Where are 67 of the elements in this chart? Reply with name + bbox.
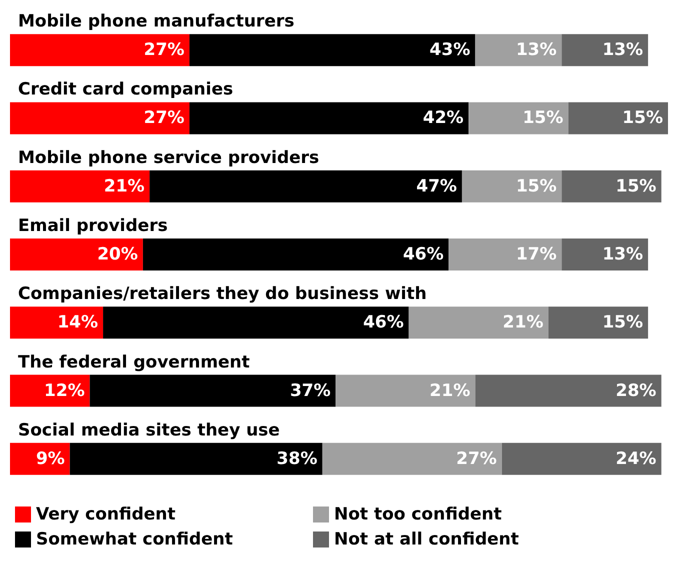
data-label: 15% (522, 108, 564, 128)
data-label: 43% (430, 40, 470, 60)
y-tick-label: Mobile phone service providers (18, 148, 320, 168)
bar (562, 170, 662, 202)
y-tick-label: Mobile phone manufacturers (18, 12, 294, 32)
y-tick-label: Social media sites they use (18, 420, 280, 440)
legend-label: Very confident (36, 504, 176, 524)
data-label: 21% (430, 380, 470, 401)
bar (468, 102, 568, 134)
bar (462, 170, 562, 202)
data-label: 14% (57, 312, 98, 333)
bar (10, 170, 150, 202)
bar (150, 170, 462, 202)
bar (10, 102, 190, 134)
bar (142, 238, 449, 270)
y-tick-label: The federal government (18, 352, 250, 372)
data-label: 28% (616, 380, 656, 401)
bar (103, 306, 409, 339)
data-label: 15% (602, 312, 644, 333)
data-label: 37% (290, 380, 331, 401)
bar (475, 34, 562, 66)
y-tick-label: Email providers (18, 216, 168, 236)
data-label: 13% (602, 40, 644, 60)
data-label: 21% (104, 176, 145, 196)
data-label: 42% (422, 108, 464, 128)
bar (10, 306, 104, 339)
bar (562, 238, 648, 270)
bar (475, 374, 662, 407)
data-label: 27% (456, 448, 497, 469)
legend-label: Not at all confident (334, 530, 519, 550)
data-label: 13% (516, 40, 557, 60)
data-label: 27% (144, 108, 184, 128)
y-tick-label: Credit card companies (18, 80, 234, 100)
data-label: 15% (516, 176, 557, 196)
data-label: 47% (416, 176, 457, 196)
data-label: 46% (363, 312, 404, 333)
bar (322, 442, 502, 475)
legend-label: Somewhat confident (36, 530, 233, 550)
bar (10, 238, 143, 270)
bar (562, 34, 648, 66)
bar (568, 102, 668, 134)
bar (90, 374, 336, 407)
bar (189, 102, 469, 134)
bar (548, 306, 648, 339)
bar (408, 306, 548, 339)
bar (189, 34, 476, 66)
bar (448, 238, 562, 270)
bar (10, 442, 70, 475)
data-label: 13% (602, 244, 644, 264)
data-label: 17% (516, 244, 557, 264)
data-label: 12% (44, 380, 85, 401)
y-tick-label: Companies/retailers they do business with (18, 284, 427, 304)
data-label: 38% (276, 448, 318, 469)
bar (336, 374, 476, 407)
bar (502, 442, 662, 475)
data-label: 24% (616, 448, 656, 469)
bar (10, 374, 90, 407)
data-label: 27% (144, 40, 184, 60)
bar (70, 442, 322, 475)
bar (10, 34, 190, 66)
data-label: 21% (502, 312, 544, 333)
data-label: 15% (616, 176, 656, 196)
data-label: 9% (36, 448, 65, 469)
data-label: 15% (622, 108, 663, 128)
data-label: 46% (402, 244, 444, 264)
legend-label: Not too confident (334, 504, 502, 524)
data-label: 20% (97, 244, 138, 264)
